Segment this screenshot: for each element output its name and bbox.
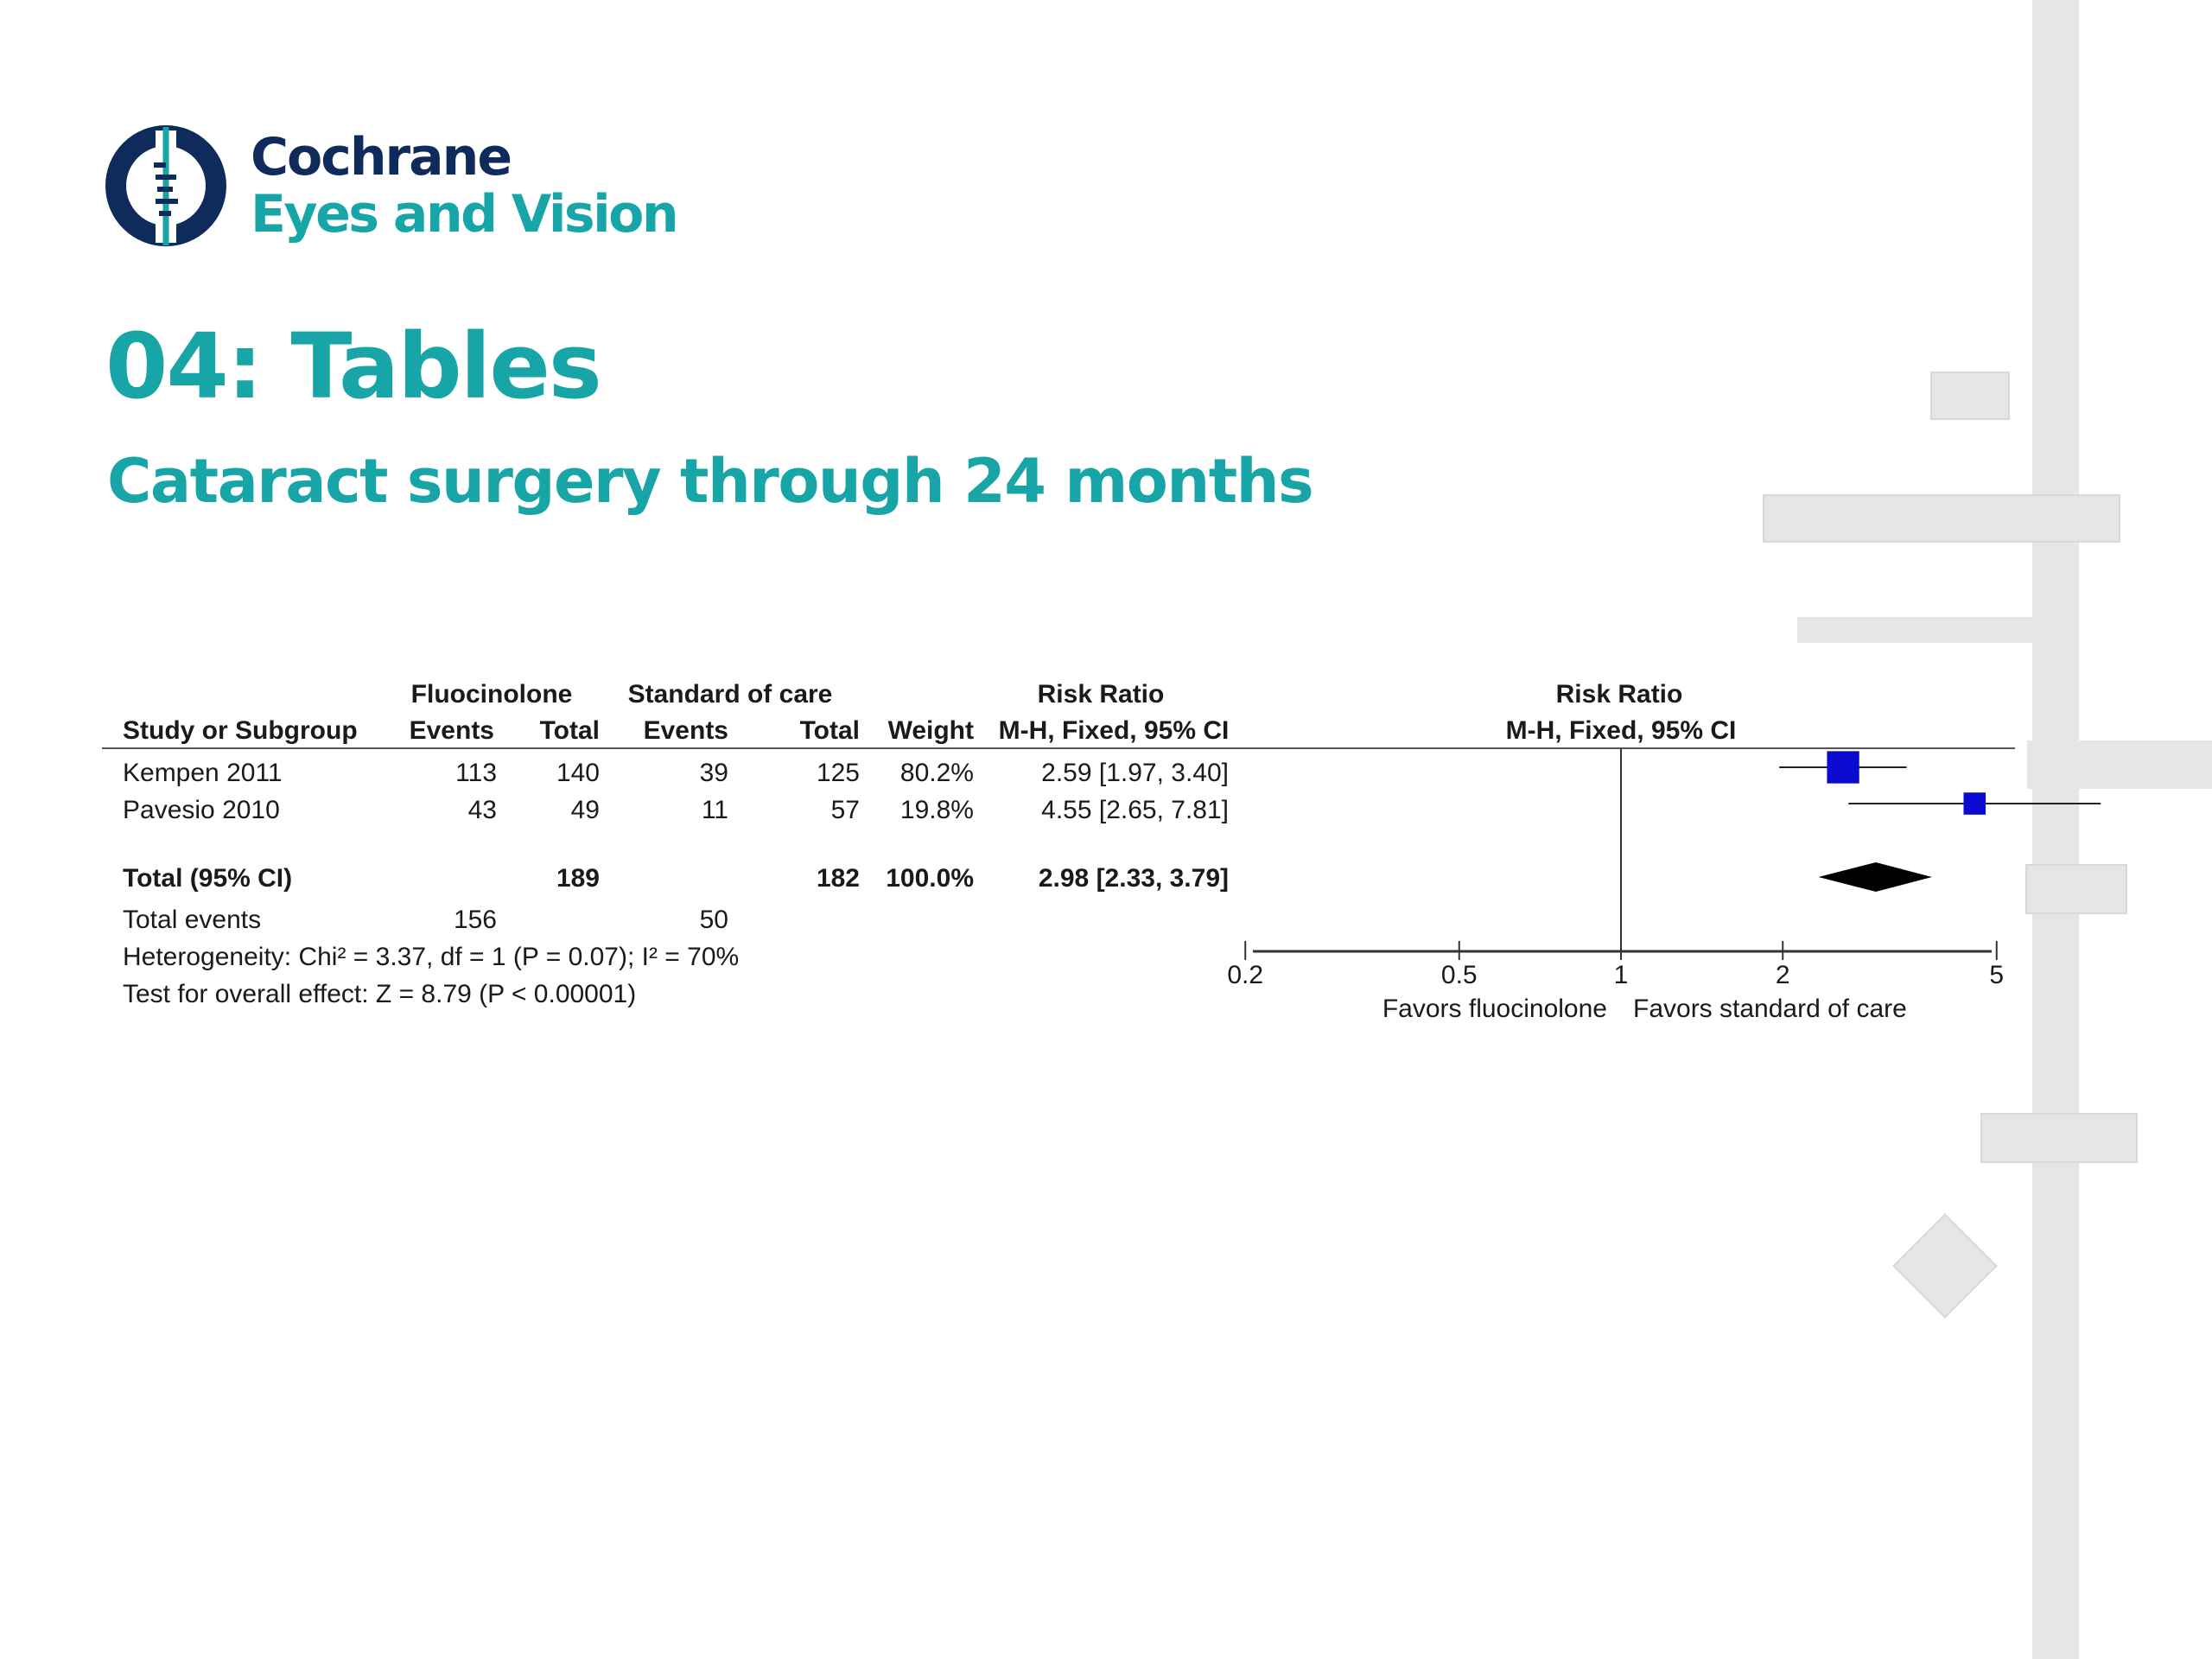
total2: 125 [817,759,860,787]
x-tick-label: 0.5 [1441,961,1478,989]
overall-effect-text: Test for overall effect: Z = 8.79 (P < 0… [123,980,636,1008]
header-total1: Total [540,716,600,745]
events2: 39 [700,759,728,787]
header-total2: Total [800,716,860,745]
header-plot-sub: M-H, Fixed, 95% CI [1506,716,1737,745]
weight: 100.0% [886,864,974,893]
summary-diamond [1818,862,1932,892]
header-study: Study or Subgroup [123,716,358,745]
header-group2: Standard of care [628,680,833,709]
header-rr-col: Risk Ratio [1038,680,1165,709]
plot-area: 0.2 0.5 1 2 5 Favors fluocinolone Favors stand… [1227,748,2101,1023]
total1: 140 [556,759,600,787]
weight: 19.8% [900,796,974,824]
decor-bar-behind-table [1797,617,2032,643]
study-name: Pavesio 2010 [123,796,280,824]
table-row-total: Total (95% CI) 189 182 100.0% 2.98 [2.33… [123,864,1229,893]
header-events2: Events [644,716,728,745]
table-row-kempen: Kempen 2011 113 140 39 125 80.2% 2.59 [1… [123,759,1229,787]
study-name: Kempen 2011 [123,759,283,787]
table-row-total-events: Total events 156 50 [123,906,728,934]
page-subtitle: Cataract surgery through 24 months [107,446,1314,517]
risk-ratio-ci: 2.59 [1.97, 3.40] [1041,759,1229,787]
table-row-pavesio: Pavesio 2010 43 49 11 57 19.8% 4.55 [2.6… [123,796,1229,824]
total-label: Total (95% CI) [123,864,292,893]
study-marker [1963,792,1986,815]
page-title: 04: Tables [105,314,602,419]
total1: 49 [571,796,600,824]
x-tick-label: 0.2 [1227,961,1263,989]
decor-block-small [1930,372,2010,420]
decor-bar-right-2 [2025,864,2127,914]
risk-ratio-ci: 2.98 [2.33, 3.79] [1039,864,1229,893]
events2: 50 [700,906,728,934]
study-marker [1827,751,1859,784]
total1: 189 [556,864,600,893]
decor-bar-wide [1763,494,2120,543]
cochrane-logo-icon [105,125,226,246]
total-events-label: Total events [123,906,261,934]
logo-text: Cochrane Eyes and Vision [251,127,679,245]
events1: 43 [468,796,497,824]
header-rr-col-sub: M-H, Fixed, 95% CI [999,716,1230,745]
logo-line-cochrane: Cochrane [251,127,512,188]
heterogeneity-text: Heterogeneity: Chi² = 3.37, df = 1 (P = … [123,943,739,971]
header-weight: Weight [888,716,974,745]
total2: 57 [831,796,860,824]
decor-bar-right-3 [1980,1113,2138,1163]
events2: 11 [702,796,728,824]
decor-bar-right-1 [2027,741,2212,789]
decor-rail-vertical [2032,0,2079,1659]
axis-label-right: Favors standard of care [1633,995,1907,1023]
header-plot-title: Risk Ratio [1556,680,1683,709]
x-tick-label: 5 [1989,961,2004,989]
axis-label-left: Favors fluocinolone [1382,995,1607,1023]
x-tick-label: 1 [1614,961,1629,989]
total2: 182 [817,864,860,893]
events1: 156 [454,906,497,934]
header-events1: Events [410,716,494,745]
logo-line-eyes-vision: Eyes and Vision [251,184,679,245]
weight: 80.2% [900,759,974,787]
x-tick-label: 2 [1776,961,1790,989]
events1: 113 [455,759,497,787]
header-group1: Fluocinolone [411,680,573,709]
risk-ratio-ci: 4.55 [2.65, 7.81] [1041,796,1229,824]
